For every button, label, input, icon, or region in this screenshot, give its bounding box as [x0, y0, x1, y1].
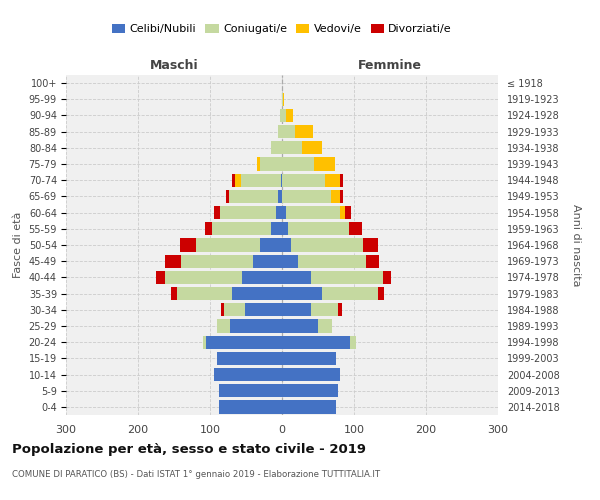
Bar	[164, 270, 242, 284]
Bar	[271, 141, 282, 154]
Bar	[271, 222, 282, 235]
Bar	[340, 190, 343, 203]
Y-axis label: Fasce di età: Fasce di età	[13, 212, 23, 278]
Bar	[282, 109, 286, 122]
Bar	[311, 303, 338, 316]
Bar	[282, 303, 311, 316]
Legend: Celibi/Nubili, Coniugati/e, Vedovi/e, Divorziati/e: Celibi/Nubili, Coniugati/e, Vedovi/e, Di…	[107, 20, 457, 38]
Bar	[283, 92, 284, 106]
Bar	[282, 352, 336, 365]
Bar	[217, 352, 282, 365]
Bar	[295, 125, 313, 138]
Bar	[281, 174, 282, 187]
Bar	[235, 174, 241, 187]
Bar	[171, 287, 177, 300]
Bar	[278, 190, 282, 203]
Bar	[378, 287, 383, 300]
Bar	[340, 206, 346, 220]
Bar	[282, 141, 302, 154]
Bar	[181, 254, 253, 268]
Bar	[156, 270, 164, 284]
Bar	[302, 141, 322, 154]
Bar	[177, 287, 232, 300]
Bar	[230, 320, 282, 332]
Bar	[282, 92, 283, 106]
Bar	[212, 222, 271, 235]
Bar	[331, 190, 340, 203]
Bar	[218, 400, 282, 413]
Bar	[288, 222, 349, 235]
Text: Femmine: Femmine	[358, 59, 422, 72]
Bar	[286, 109, 293, 122]
Bar	[218, 384, 282, 398]
Bar	[253, 254, 282, 268]
Bar	[350, 336, 356, 349]
Bar	[221, 303, 224, 316]
Text: Maschi: Maschi	[149, 59, 199, 72]
Bar	[282, 336, 350, 349]
Bar	[290, 238, 362, 252]
Bar	[206, 336, 282, 349]
Bar	[282, 400, 336, 413]
Bar	[383, 270, 391, 284]
Bar	[282, 287, 322, 300]
Bar	[196, 238, 260, 252]
Bar	[180, 238, 196, 252]
Text: Popolazione per età, sesso e stato civile - 2019: Popolazione per età, sesso e stato civil…	[12, 442, 366, 456]
Bar	[282, 158, 314, 170]
Bar	[282, 270, 311, 284]
Y-axis label: Anni di nascita: Anni di nascita	[571, 204, 581, 286]
Bar	[260, 238, 282, 252]
Bar	[298, 254, 366, 268]
Bar	[166, 254, 181, 268]
Bar	[362, 238, 379, 252]
Bar	[224, 303, 245, 316]
Bar	[260, 158, 282, 170]
Bar	[282, 174, 325, 187]
Bar	[214, 206, 220, 220]
Bar	[366, 254, 379, 268]
Bar	[220, 206, 276, 220]
Text: COMUNE DI PARATICO (BS) - Dati ISTAT 1° gennaio 2019 - Elaborazione TUTTITALIA.I: COMUNE DI PARATICO (BS) - Dati ISTAT 1° …	[12, 470, 380, 479]
Bar	[217, 320, 230, 332]
Bar	[282, 320, 318, 332]
Bar	[280, 109, 282, 122]
Bar	[346, 206, 351, 220]
Bar	[318, 320, 332, 332]
Bar	[349, 222, 362, 235]
Bar	[282, 238, 290, 252]
Bar	[282, 384, 338, 398]
Bar	[278, 125, 282, 138]
Bar	[282, 125, 295, 138]
Bar	[203, 336, 206, 349]
Bar	[232, 287, 282, 300]
Bar	[282, 254, 298, 268]
Bar	[340, 174, 343, 187]
Bar	[226, 190, 229, 203]
Bar	[257, 158, 260, 170]
Bar	[338, 303, 342, 316]
Bar	[325, 174, 340, 187]
Bar	[286, 206, 340, 220]
Bar	[314, 158, 335, 170]
Bar	[232, 174, 235, 187]
Bar	[242, 270, 282, 284]
Bar	[282, 222, 288, 235]
Bar	[241, 174, 281, 187]
Bar	[322, 287, 378, 300]
Bar	[229, 190, 278, 203]
Bar	[282, 190, 331, 203]
Bar	[276, 206, 282, 220]
Bar	[311, 270, 383, 284]
Bar	[245, 303, 282, 316]
Bar	[205, 222, 212, 235]
Bar	[282, 368, 340, 381]
Bar	[214, 368, 282, 381]
Bar	[282, 206, 286, 220]
